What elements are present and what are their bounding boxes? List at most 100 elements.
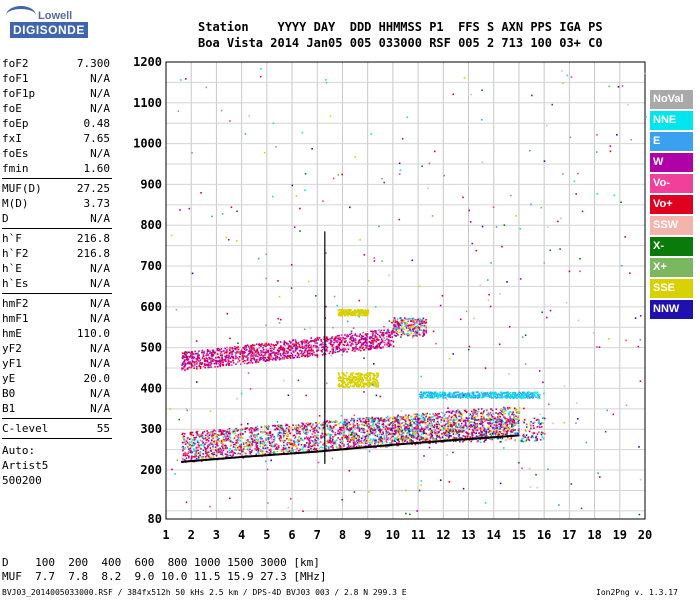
echo-point [229,432,231,435]
echo-point [282,447,285,449]
echo-point [321,432,324,435]
echo-point [206,450,209,453]
echo-point [380,416,383,419]
x-tick-label: 6 [288,528,295,542]
x-tick-label: 5 [263,528,270,542]
echo-point [369,381,371,384]
echo-point [209,350,211,353]
echo-point [400,325,403,328]
echo-point [355,379,357,382]
echo-point [359,341,362,344]
echo-point [238,449,241,451]
echo-point [518,406,521,409]
echo-point [457,394,460,396]
echo-point [310,439,312,442]
echo-point [432,415,435,417]
echo-point [375,374,377,377]
echo-point [507,406,509,409]
echo-point [457,431,460,434]
echo-point [451,415,453,418]
echo-point [322,435,325,438]
echo-point [332,343,335,346]
echo-point [356,422,359,425]
echo-point [471,429,474,431]
echo-point [319,441,322,443]
param-name: foF1p [2,87,36,100]
echo-point [416,435,419,438]
echo-point [211,443,214,446]
echo-point [262,347,264,349]
echo-point [214,366,216,368]
echo-point [225,445,227,447]
echo-point [217,451,220,453]
echo-point [285,342,288,344]
echo-point [378,425,380,427]
echo-point [245,442,247,444]
echo-point [509,421,511,424]
echo-point [308,440,310,442]
echo-point [310,340,312,342]
echo-point [425,440,427,442]
echo-point [303,444,306,446]
echo-point [362,343,364,346]
echo-point [353,440,355,443]
echo-point [316,354,319,357]
echo-point [207,445,209,448]
echo-point [322,443,324,446]
echo-point [472,414,475,416]
echo-point [182,458,185,461]
echo-point [250,344,252,347]
echo-point [328,428,330,430]
echo-point [242,441,245,444]
echo-point [506,436,509,439]
echo-point [485,432,487,435]
echo-point [361,377,364,379]
echo-point [513,414,516,416]
echo-point [356,374,359,376]
echo-point [538,397,541,399]
echo-point [378,329,380,332]
echo-point [267,356,269,359]
echo-point [214,443,217,446]
echo-point [412,325,414,327]
echo-point [361,441,363,444]
echo-point [343,444,346,446]
echo-point [315,421,317,424]
echo-point [244,345,247,347]
echo-point [296,441,299,443]
echo-point [338,444,341,446]
echo-point [317,434,319,437]
echo-point [274,354,276,357]
echo-point [447,437,450,439]
echo-point [308,450,311,452]
echo-point [416,437,418,439]
echo-point [407,318,410,321]
echo-point [188,442,190,445]
echo-point [409,422,411,425]
echo-point [184,443,187,446]
echo-point [487,426,489,429]
x-tick-label: 14 [487,528,501,542]
echo-point [480,408,483,410]
echo-point [193,361,196,363]
echo-point [434,391,437,394]
echo-point [232,350,234,352]
echo-point [451,412,453,414]
echo-point [350,309,353,311]
echo-point [313,351,315,354]
param-row: D N/A [2,211,110,226]
echo-point [458,415,460,418]
param-value: N/A [90,402,110,415]
echo-point [461,437,464,439]
echo-point [426,426,428,429]
echo-point [220,431,223,434]
echo-point [442,395,445,398]
echo-point [467,420,470,422]
echo-point [339,314,342,317]
echo-point [289,441,292,444]
echo-point [453,424,456,426]
param-row: yF2 N/A [2,341,110,356]
echo-point [253,354,255,356]
echo-point [504,422,507,425]
echo-point [288,429,290,432]
